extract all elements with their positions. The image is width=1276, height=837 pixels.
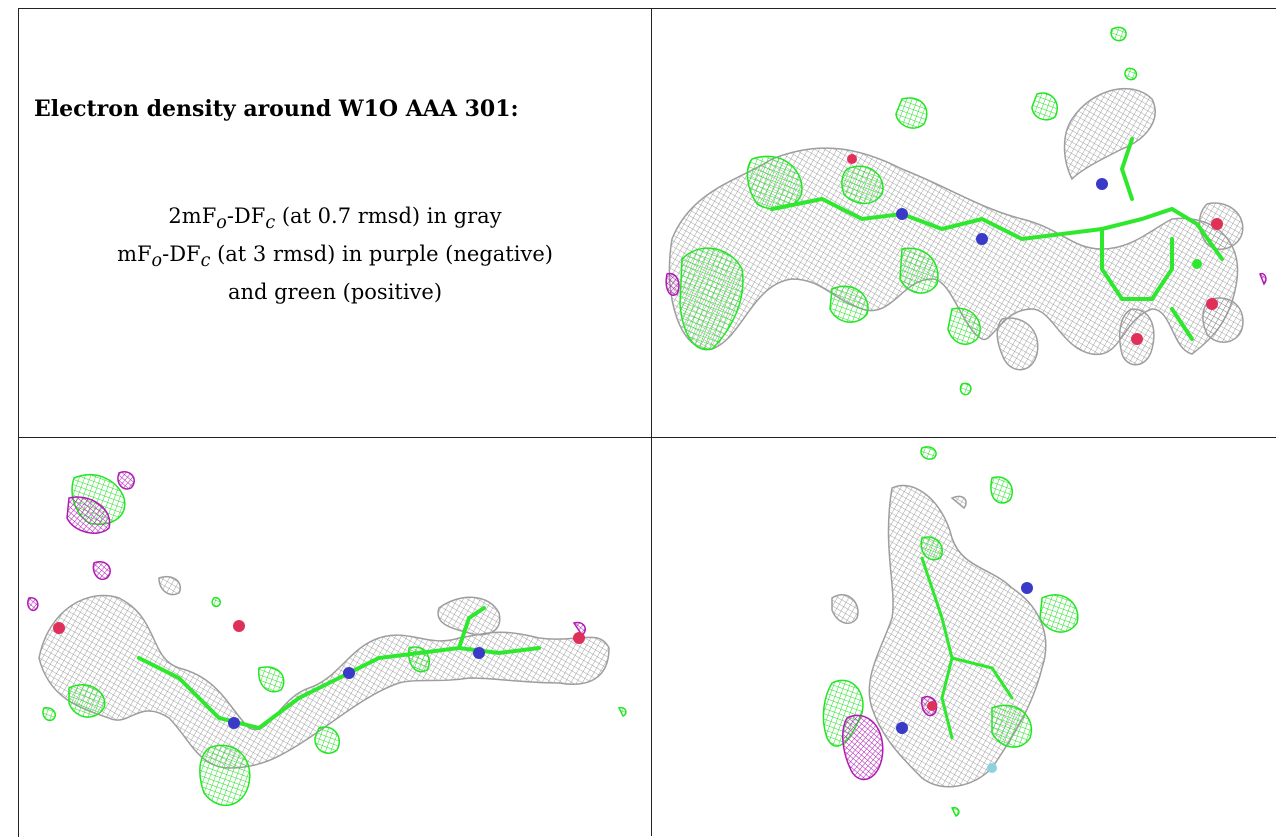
density-render-3: [822, 446, 1079, 818]
ligand-model-3: [920, 556, 1014, 740]
legend-line1-mid: -DF: [226, 204, 266, 228]
purple-difference-density-2: [27, 471, 586, 637]
atom-markers-1: [847, 154, 1223, 345]
purple-difference-density-1: [665, 272, 1267, 296]
legend-line1-sub1: o: [216, 213, 227, 234]
legend-line-positive: and green (positive): [227, 280, 443, 305]
legend-line2-suffix: (at 3 rmsd) in purple (negative): [210, 242, 553, 267]
density-render-2: [27, 471, 627, 807]
figure-title: Electron density around W1O AAA 301:: [34, 96, 519, 122]
grid-divider-horizontal: [18, 437, 1276, 438]
green-difference-density-1: [679, 26, 1138, 396]
legend-line2-sub1: o: [151, 251, 163, 272]
green-difference-density-3: [822, 446, 1079, 818]
legend-text: 2mFo-DFc (at 0.7 rmsd) in gray mFo-DFc (…: [19, 201, 651, 308]
density-render-1: [665, 26, 1267, 396]
legend-line2-mid: -DF: [162, 242, 201, 267]
legend-line1-sub2: c: [265, 213, 276, 234]
legend-line-fofc: mFo-DFc (at 3 rmsd) in purple (negative): [19, 239, 651, 277]
legend-line1-suffix: (at 0.7 rmsd) in gray: [275, 204, 502, 228]
legend-line1-prefix: 2mF: [168, 204, 217, 228]
grid-divider-vertical: [651, 8, 652, 836]
atom-markers-2: [53, 620, 585, 729]
legend-line2-sub2: c: [200, 251, 211, 272]
green-difference-density-2: [42, 474, 627, 807]
density-view-bottom-left: [19, 438, 651, 836]
caption-cell: Electron density around W1O AAA 301: 2mF…: [19, 9, 651, 437]
legend-line-2fofc: 2mFo-DFc (at 0.7 rmsd) in gray: [19, 201, 651, 239]
ligand-model-1: [770, 137, 1224, 341]
ligand-model-2: [137, 606, 541, 731]
density-view-bottom-right: [652, 438, 1276, 836]
legend-line2-prefix: mF: [117, 242, 152, 267]
atom-markers-3: [896, 582, 1033, 773]
density-view-top-right: [652, 9, 1276, 437]
figure-grid: [18, 8, 1276, 837]
